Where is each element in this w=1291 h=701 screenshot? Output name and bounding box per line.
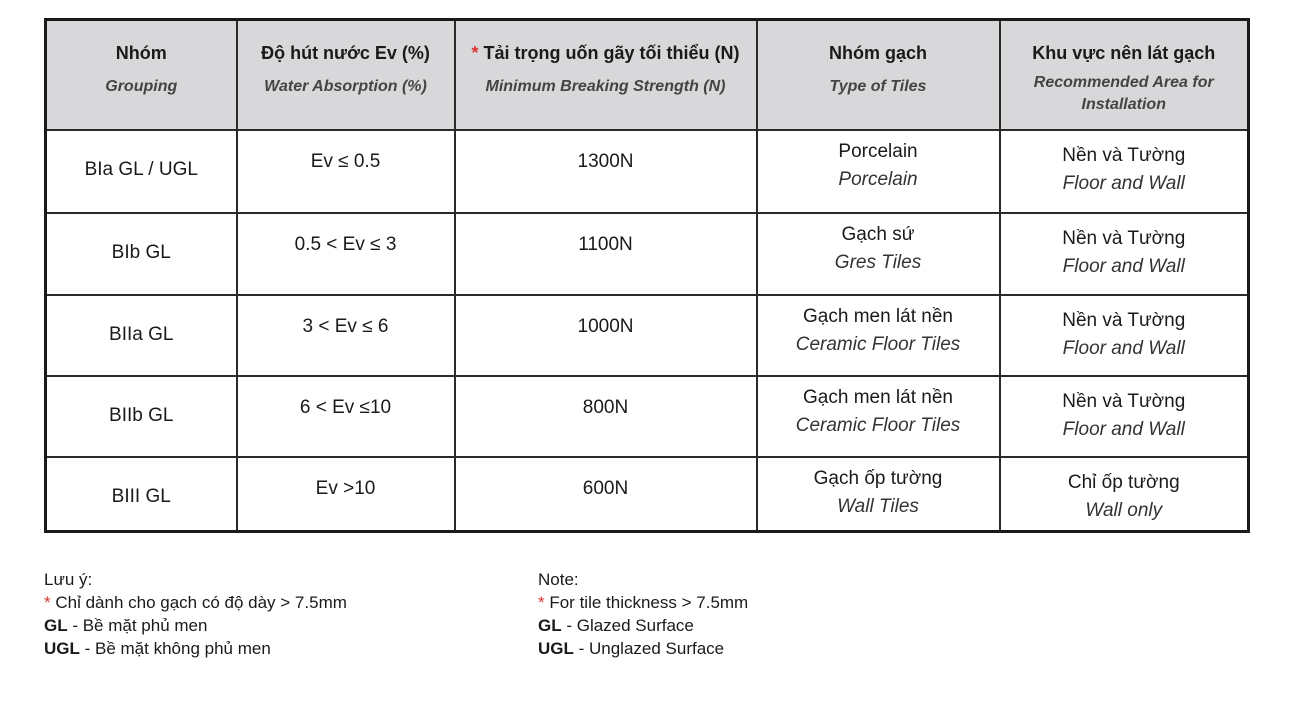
note-abbr: UGL [538, 639, 574, 658]
area-en: Floor and Wall [1062, 418, 1185, 440]
notes-title: Note: [538, 570, 579, 589]
header-en: Minimum Breaking Strength (N) [485, 78, 726, 95]
note-ugl: UGL - Unglazed Surface [538, 637, 748, 660]
cell-area: Nền và Tường Floor and Wall [998, 211, 1250, 296]
header-vi: Độ hút nước Ev (%) [261, 43, 430, 63]
note-star: * For tile thickness > 7.5mm [538, 591, 748, 614]
cell-group: BIa GL / UGL [44, 128, 238, 214]
cell-type: Gạch men lát nền Ceramic Floor Tiles [755, 293, 1001, 377]
notes-english: Note: * For tile thickness > 7.5mm GL - … [538, 568, 748, 660]
header-en: Type of Tiles [829, 78, 927, 95]
area-en: Wall only [1085, 499, 1163, 521]
cell-absorption: 0.5 < Ev ≤ 3 [235, 211, 456, 296]
header-vi: Nhóm gạch [828, 43, 927, 63]
header-area: Khu vực nên lát gạch Recommended Area for… [998, 18, 1250, 131]
cell-group: BIIb GL [44, 374, 238, 458]
header-en: Recommended Area for Installation [1033, 74, 1214, 113]
header-strength: * Tải trọng uốn gãy tối thiểu (N) Minimum… [453, 18, 758, 131]
cell-area: Nền và Tường Floor and Wall [998, 293, 1250, 377]
cell-area: Nền và Tường Floor and Wall [998, 128, 1250, 214]
cell-type: Gạch ốp tường Wall Tiles [755, 455, 1001, 533]
note-text: - Glazed Surface [561, 616, 694, 635]
type-en: Gres Tiles [834, 251, 922, 273]
note-gl: GL - Glazed Surface [538, 614, 748, 637]
note-gl: GL - Bề mặt phủ men [44, 614, 347, 637]
type-en: Ceramic Floor Tiles [795, 414, 961, 436]
header-vi: Khu vực nên lát gạch [1032, 43, 1216, 63]
table-row: BIIa GL 3 < Ev ≤ 6 1000N Gạch men lát nền Ce… [44, 293, 1250, 377]
header-row: Nhóm Grouping Độ hút nước Ev (%) Water Abs… [44, 18, 1250, 131]
notes-title: Lưu ý: [44, 570, 93, 589]
cell-strength: 800N [453, 374, 758, 458]
cell-type: Gạch men lát nền Ceramic Floor Tiles [755, 374, 1001, 458]
cell-type: Gạch sứ Gres Tiles [755, 211, 1001, 296]
header-type: Nhóm gạch Type of Tiles [755, 18, 1001, 131]
cell-group: BIII GL [44, 455, 238, 533]
area-en: Floor and Wall [1062, 172, 1185, 194]
area-en: Floor and Wall [1062, 337, 1185, 359]
area-vi: Nền và Tường [1062, 309, 1186, 331]
table-row: BIb GL 0.5 < Ev ≤ 3 1100N Gạch sứ Gres Tiles… [44, 211, 1250, 296]
note-ugl: UGL - Bề mặt không phủ men [44, 637, 347, 660]
header-grouping: Nhóm Grouping [44, 18, 238, 131]
type-vi: Gạch men lát nền [803, 386, 953, 408]
header-absorption: Độ hút nước Ev (%) Water Absorption (%) [235, 18, 456, 131]
type-vi: Gạch men lát nền [803, 305, 953, 327]
note-star: * Chỉ dành cho gạch có độ dày > 7.5mm [44, 591, 347, 614]
note-abbr: GL [44, 616, 68, 635]
cell-strength: 1100N [453, 211, 758, 296]
note-text: - Bề mặt phủ men [67, 616, 208, 635]
header-en: Water Absorption (%) [264, 78, 427, 95]
header-vi: Nhóm [115, 43, 167, 63]
note-abbr: UGL [44, 639, 80, 658]
type-en: Porcelain [838, 168, 918, 190]
area-vi: Chỉ ốp tường [1067, 471, 1180, 493]
asterisk: * [471, 43, 479, 63]
type-en: Wall Tiles [837, 495, 919, 517]
tile-spec-table: Nhóm Grouping Độ hút nước Ev (%) Water Abs… [44, 18, 1250, 533]
cell-strength: 1300N [453, 128, 758, 214]
type-vi: Gạch ốp tường [813, 467, 943, 489]
notes-vietnamese: Lưu ý: * Chỉ dành cho gạch có độ dày > 7… [44, 568, 347, 660]
header-vi: Tải trọng uốn gãy tối thiểu (N) [483, 43, 740, 63]
asterisk: * [538, 593, 545, 612]
cell-area: Chỉ ốp tường Wall only [998, 455, 1250, 533]
area-vi: Nền và Tường [1062, 227, 1186, 249]
area-vi: Nền và Tường [1062, 390, 1186, 412]
note-text: - Bề mặt không phủ men [79, 639, 271, 658]
area-en: Floor and Wall [1062, 255, 1185, 277]
cell-strength: 1000N [453, 293, 758, 377]
cell-type: Porcelain Porcelain [755, 128, 1001, 214]
note-text: Chỉ dành cho gạch có độ dày > 7.5mm [50, 593, 347, 612]
table-row: BIII GL Ev >10 600N Gạch ốp tường Wall Tiles… [44, 455, 1250, 533]
cell-group: BIb GL [44, 211, 238, 296]
cell-group: BIIa GL [44, 293, 238, 377]
asterisk: * [44, 593, 51, 612]
type-en: Ceramic Floor Tiles [795, 333, 961, 355]
cell-area: Nền và Tường Floor and Wall [998, 374, 1250, 458]
cell-absorption: Ev >10 [235, 455, 456, 533]
note-text: For tile thickness > 7.5mm [544, 593, 749, 612]
cell-absorption: 3 < Ev ≤ 6 [235, 293, 456, 377]
type-vi: Gạch sứ [841, 223, 915, 245]
type-vi: Porcelain [838, 140, 918, 162]
cell-absorption: 6 < Ev ≤10 [235, 374, 456, 458]
note-abbr: GL [538, 616, 562, 635]
header-en: Grouping [105, 78, 178, 95]
table-row: BIIb GL 6 < Ev ≤10 800N Gạch men lát nền Cer… [44, 374, 1250, 458]
cell-absorption: Ev ≤ 0.5 [235, 128, 456, 214]
table-row: BIa GL / UGL Ev ≤ 0.5 1300N Porcelain Porcel… [44, 128, 1250, 214]
note-text: - Unglazed Surface [573, 639, 725, 658]
cell-strength: 600N [453, 455, 758, 533]
area-vi: Nền và Tường [1062, 144, 1186, 166]
